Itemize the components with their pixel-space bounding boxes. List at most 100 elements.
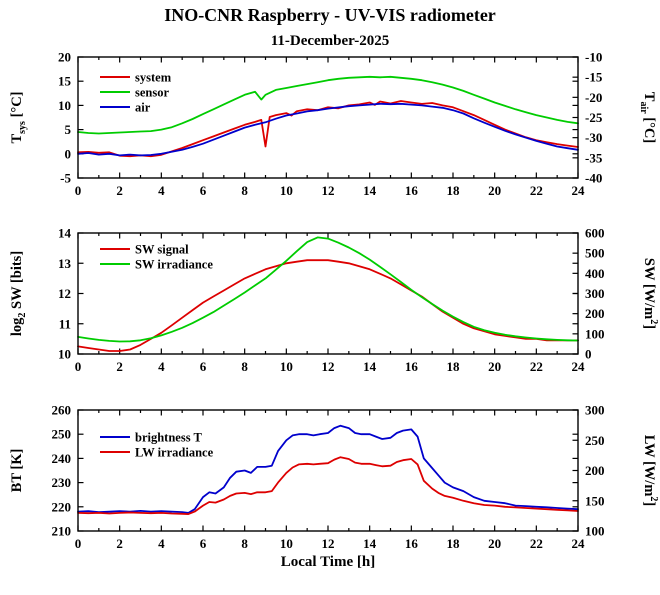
plot-border (77, 232, 579, 355)
x-tick-label: 18 (447, 359, 461, 374)
right-tick-label: -10 (585, 50, 602, 65)
left-tick-label: 230 (52, 475, 72, 490)
right-tick-label: -25 (585, 110, 603, 125)
x-tick-label: 6 (200, 536, 207, 551)
x-axis-ticks: 0 2 4 6 8 10 12 14 16 18 20 22 24 (75, 410, 585, 551)
right-tick-label: 200 (585, 463, 605, 478)
chart-date: 11-December-2025 (271, 33, 390, 49)
x-tick-label: 4 (158, 359, 165, 374)
chart-title: INO-CNR Raspberry - UV-VIS radiometer (164, 5, 496, 25)
x-tick-label: 8 (241, 183, 248, 198)
left-tick-label: 260 (52, 403, 72, 418)
right-tick-label: -35 (585, 150, 603, 165)
x-tick-label: 8 (241, 536, 248, 551)
x-tick-label: 24 (572, 359, 586, 374)
right-tick-label: -15 (585, 70, 603, 85)
plot-border (77, 409, 579, 532)
panel-longwave: 0 2 4 6 8 10 12 14 16 18 20 22 242102202302402502601… (9, 403, 659, 552)
x-tick-label: 24 (572, 183, 586, 198)
right-tick-label: -40 (585, 171, 602, 186)
right-axis-ticks: -40 -35 -30 -25 -20 -15 -10 (572, 50, 603, 186)
x-tick-label: 22 (530, 359, 543, 374)
left-tick-label: 14 (58, 226, 72, 241)
x-tick-label: 20 (488, 183, 501, 198)
left-tick-label: 10 (58, 98, 71, 113)
x-tick-label: 12 (322, 536, 335, 551)
right-axis-label: LW [W/m2] (641, 435, 659, 506)
right-axis-label: SW [W/m2] (641, 258, 659, 329)
right-tick-label: 0 (585, 347, 592, 362)
right-tick-label: 500 (585, 246, 605, 261)
left-axis-label: log2 SW [bits] (9, 251, 28, 336)
right-tick-label: 100 (585, 326, 605, 341)
x-tick-label: 0 (75, 359, 82, 374)
left-tick-label: 13 (58, 256, 72, 271)
left-tick-label: 11 (59, 316, 71, 331)
left-tick-label: 0 (65, 146, 72, 161)
left-axis-ticks: -5 0 5 10 15 20 (58, 50, 578, 186)
x-tick-label: 22 (530, 183, 543, 198)
legend-label: brightness T (135, 431, 202, 445)
right-axis-ticks: 0 100 200 300 400 500 600 (572, 226, 605, 362)
x-tick-label: 24 (572, 536, 586, 551)
x-tick-label: 2 (116, 359, 123, 374)
left-tick-label: 12 (58, 286, 71, 301)
panel-shortwave: 0 2 4 6 8 10 12 14 16 18 20 22 241011121314010020030… (9, 226, 659, 375)
left-tick-label: 15 (58, 74, 72, 89)
x-tick-label: 2 (116, 536, 123, 551)
x-tick-label: 2 (116, 183, 123, 198)
right-tick-label: -20 (585, 90, 602, 105)
legend-label: SW signal (135, 243, 189, 257)
left-tick-label: 240 (52, 451, 72, 466)
x-axis-ticks: 0 2 4 6 8 10 12 14 16 18 20 22 24 (75, 233, 585, 374)
right-tick-label: -30 (585, 130, 602, 145)
x-axis-title: Local Time [h] (281, 554, 375, 570)
right-axis-ticks: 100 150 200 250 300 (572, 403, 605, 539)
x-tick-label: 10 (280, 183, 293, 198)
x-tick-label: 10 (280, 536, 293, 551)
left-axis-ticks: 210 220 230 240 250 260 (52, 403, 578, 539)
series-lw-irradiance (77, 456, 579, 515)
series-sw-signal (77, 259, 579, 352)
left-tick-label: 10 (58, 347, 71, 362)
panel-temperature: 0 2 4 6 8 10 12 14 16 18 20 22 24-505101520-40-35-30… (9, 50, 657, 199)
x-tick-label: 0 (75, 536, 82, 551)
x-tick-label: 0 (75, 183, 82, 198)
x-tick-label: 14 (363, 183, 377, 198)
left-tick-label: 250 (52, 427, 72, 442)
left-tick-label: 210 (52, 524, 72, 539)
right-tick-label: 200 (585, 306, 605, 321)
right-tick-label: 300 (585, 403, 605, 418)
x-tick-label: 22 (530, 536, 543, 551)
panels: 0 2 4 6 8 10 12 14 16 18 20 22 24-505101520-40-35-30… (9, 50, 659, 571)
x-tick-label: 20 (488, 359, 501, 374)
right-axis-label: Tair [°C] (638, 92, 657, 143)
left-tick-label: 5 (65, 122, 72, 137)
x-tick-label: 18 (447, 183, 461, 198)
legend-label: LW irradiance (135, 446, 214, 460)
x-tick-label: 16 (405, 183, 419, 198)
left-tick-label: -5 (60, 171, 71, 186)
x-tick-label: 4 (158, 536, 165, 551)
legend-label: air (135, 101, 151, 115)
right-tick-label: 300 (585, 286, 605, 301)
x-tick-label: 10 (280, 359, 293, 374)
x-tick-label: 6 (200, 359, 207, 374)
x-tick-label: 14 (363, 536, 377, 551)
x-axis-ticks: 0 2 4 6 8 10 12 14 16 18 20 22 24 (75, 57, 585, 198)
x-tick-label: 16 (405, 359, 419, 374)
left-tick-label: 220 (52, 499, 72, 514)
right-tick-label: 100 (585, 524, 605, 539)
legend-label: SW irradiance (135, 258, 213, 272)
left-tick-label: 20 (58, 50, 71, 65)
left-axis-label: BT [K] (9, 449, 25, 493)
x-tick-label: 16 (405, 536, 419, 551)
right-tick-label: 400 (585, 266, 605, 281)
series-sw-irradiance (77, 236, 579, 343)
legend-label: sensor (135, 86, 169, 100)
series-brightness-t (77, 424, 579, 514)
